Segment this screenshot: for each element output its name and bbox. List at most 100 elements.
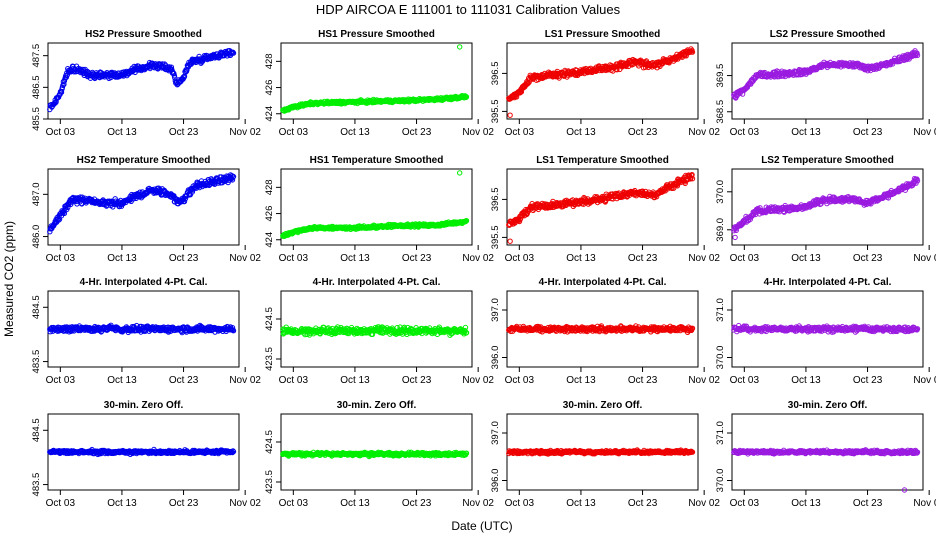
x-tick-label: Oct 13 [107, 375, 137, 386]
panel-6: HS1 Temperature Smoothed 424 426 428 Oct 03 O… [264, 155, 494, 264]
x-tick-label: Nov 02 [462, 127, 494, 138]
x-tick-label: Oct 13 [566, 253, 596, 264]
x-tick-label: Oct 13 [340, 253, 370, 264]
x-tick-label: Oct 13 [107, 253, 137, 264]
x-tick-label: Oct 23 [169, 498, 199, 509]
x-tick-label: Nov 02 [913, 253, 936, 264]
outlier-point [508, 239, 512, 243]
y-tick-label: 486.5 [31, 75, 42, 99]
x-tick-label: Oct 13 [566, 375, 596, 386]
x-tick-label: Oct 03 [46, 375, 76, 386]
x-tick-label: Oct 23 [853, 127, 883, 138]
x-tick-label: Oct 03 [46, 127, 76, 138]
y-tick-label: 397.0 [490, 298, 501, 322]
x-tick-label: Oct 23 [169, 127, 199, 138]
y-tick-label: 368.5 [715, 100, 726, 124]
y-tick-label: 396.5 [490, 62, 501, 86]
x-tick-label: Nov 02 [462, 253, 494, 264]
y-tick-label: 483.5 [31, 473, 42, 497]
panel-10: 4-Hr. Interpolated 4-Pt. Cal. 423.5 424.5 O… [264, 277, 494, 386]
y-tick-label: 424 [264, 232, 275, 248]
panel-title: 4-Hr. Interpolated 4-Pt. Cal. [80, 277, 208, 288]
plot-frame [732, 169, 923, 245]
x-tick-label: Oct 03 [279, 375, 309, 386]
y-tick-label: 396.0 [490, 346, 501, 370]
x-tick-label: Oct 23 [853, 253, 883, 264]
x-tick-label: Nov 02 [913, 127, 936, 138]
plot-frame [281, 43, 472, 119]
y-tick-label: 370.0 [715, 346, 726, 370]
y-tick-label: 484.5 [31, 418, 42, 442]
x-tick-label: Oct 03 [505, 375, 535, 386]
y-tick-label: 428 [264, 53, 275, 69]
x-tick-label: Oct 13 [340, 375, 370, 386]
x-tick-label: Oct 03 [730, 253, 760, 264]
panel-title: LS1 Pressure Smoothed [545, 29, 661, 40]
y-tick-label: 487.5 [31, 44, 42, 68]
panel-11: 4-Hr. Interpolated 4-Pt. Cal.396.0397.0O… [490, 277, 720, 386]
x-tick-label: Oct 23 [853, 375, 883, 386]
plot-frame [281, 169, 472, 245]
x-tick-label: Nov 02 [229, 127, 261, 138]
x-tick-label: Nov 02 [688, 253, 720, 264]
x-tick-label: Oct 23 [169, 253, 199, 264]
panel-title: LS2 Pressure Smoothed [770, 29, 886, 40]
x-tick-label: Oct 23 [628, 253, 658, 264]
figure-title: HDP AIRCOA E 111001 to 111031 Calibratio… [316, 2, 621, 17]
x-tick-label: Oct 13 [107, 127, 137, 138]
panel-title: 30-min. Zero Off. [104, 400, 184, 411]
y-tick-label: 486.0 [31, 225, 42, 249]
y-tick-label: 371.0 [715, 298, 726, 322]
x-tick-label: Oct 13 [791, 253, 821, 264]
x-tick-label: Nov 02 [913, 375, 936, 386]
x-tick-label: Oct 03 [730, 375, 760, 386]
x-tick-label: Oct 03 [46, 498, 76, 509]
x-tick-label: Oct 03 [730, 127, 760, 138]
x-tick-label: Oct 03 [279, 253, 309, 264]
y-tick-label: 423.5 [264, 347, 275, 371]
x-tick-label: Oct 03 [279, 127, 309, 138]
figure-ylabel: Measured CO2 (ppm) [2, 221, 16, 337]
y-tick-label: 485.5 [31, 107, 42, 131]
y-tick-label: 426 [264, 80, 275, 96]
y-tick-label: 396.5 [490, 188, 501, 212]
y-tick-label: 395.5 [490, 100, 501, 124]
y-tick-label: 395.5 [490, 226, 501, 250]
plot-frame [507, 43, 698, 119]
panel-title: HS1 Temperature Smoothed [310, 155, 444, 166]
x-tick-label: Nov 02 [229, 498, 261, 509]
x-tick-label: Nov 02 [229, 253, 261, 264]
x-tick-label: Oct 13 [107, 498, 137, 509]
x-tick-label: Oct 23 [169, 375, 199, 386]
panel-title: 4-Hr. Interpolated 4-Pt. Cal. [313, 277, 441, 288]
x-tick-label: Oct 23 [402, 127, 432, 138]
panel-4: LS2 Pressure Smoothed 368.5 369.5 Oct 03 Oct… [715, 29, 936, 138]
x-tick-label: Oct 13 [566, 127, 596, 138]
y-tick-label: 487.0 [31, 182, 42, 206]
panel-12: 4-Hr. Interpolated 4-Pt. Cal. 370.0 371.0 O… [715, 277, 936, 386]
x-tick-label: Oct 13 [791, 127, 821, 138]
x-tick-label: Oct 23 [628, 375, 658, 386]
y-tick-label: 369.5 [715, 64, 726, 88]
plot-frame [732, 43, 923, 119]
x-tick-label: Oct 23 [628, 127, 658, 138]
y-tick-label: 424.5 [264, 307, 275, 331]
y-tick-label: 428 [264, 179, 275, 195]
data-point [463, 325, 467, 329]
outlier-point [733, 235, 737, 239]
y-tick-label: 483.5 [31, 350, 42, 374]
x-tick-label: Nov 02 [688, 375, 720, 386]
x-tick-label: Nov 02 [688, 127, 720, 138]
panel-13: 30-min. Zero Off. 483.5 484.5 Oct 03 Oct 13 O… [31, 400, 261, 509]
panel-title: 4-Hr. Interpolated 4-Pt. Cal. [764, 277, 892, 288]
y-tick-label: 370.0 [715, 180, 726, 204]
y-tick-label: 369.0 [715, 218, 726, 242]
panel-title: LS1 Temperature Smoothed [536, 155, 669, 166]
x-tick-label: Oct 03 [505, 127, 535, 138]
y-tick-label: 426 [264, 206, 275, 222]
panel-title: HS2 Temperature Smoothed [77, 155, 211, 166]
